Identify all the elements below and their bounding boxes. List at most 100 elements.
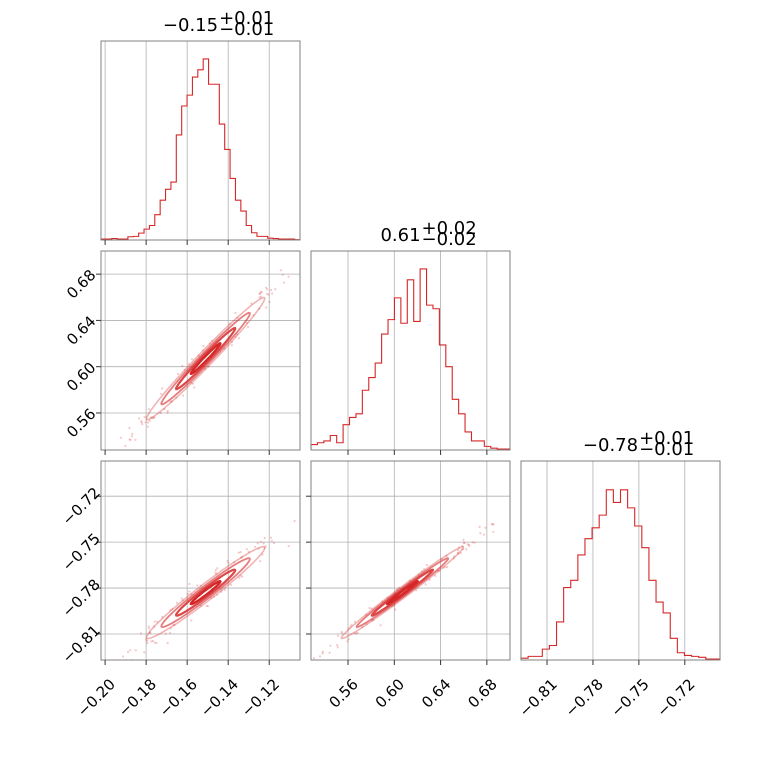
x-tick-label: −0.72 <box>653 675 698 720</box>
scatter-point <box>148 631 152 634</box>
scatter-point <box>347 638 350 641</box>
scatter-point <box>479 532 482 535</box>
scatter-point <box>161 387 164 390</box>
scatter-point <box>147 625 150 628</box>
scatter-point <box>190 619 193 622</box>
scatter-point <box>205 604 208 608</box>
scatter-point <box>340 630 343 633</box>
scatter-point <box>216 567 219 570</box>
scatter-point <box>163 407 166 411</box>
scatter-point <box>438 569 441 572</box>
scatter-point <box>164 632 167 635</box>
scatter-point <box>370 607 373 610</box>
scatter-point <box>293 519 296 523</box>
scatter-point <box>321 652 324 655</box>
scatter-point <box>457 549 460 552</box>
scatter-point <box>146 639 149 643</box>
title-plus-1: +0.02 <box>422 218 477 239</box>
scatter-point <box>353 620 356 624</box>
scatter-point <box>169 400 172 404</box>
title-plus-2: +0.01 <box>639 428 694 449</box>
scatter-point <box>76 481 78 483</box>
scatter-point <box>471 541 474 544</box>
scatter-point <box>355 632 358 635</box>
scatter-point <box>169 627 172 630</box>
grid-1-1 <box>347 251 488 450</box>
scatter-point <box>257 547 260 550</box>
scatter-point <box>210 339 214 342</box>
scatter-point <box>196 584 199 587</box>
scatter-point <box>212 595 216 599</box>
scatter-point <box>463 542 466 545</box>
scatter-point <box>141 423 144 426</box>
scatter-point <box>368 606 371 610</box>
scatter-point <box>274 288 277 291</box>
scatter-point <box>149 632 152 635</box>
scatter-point <box>329 644 332 647</box>
scatter-point <box>239 551 242 554</box>
scatter-point <box>396 588 399 591</box>
contour-line <box>340 546 465 640</box>
x-tick-label: −0.18 <box>115 675 160 720</box>
scatter-point <box>153 416 156 419</box>
y-tick-label: −0.78 <box>59 576 104 621</box>
scatter-point <box>522 499 524 501</box>
scatter-point <box>264 545 267 548</box>
scatter-point <box>166 642 169 645</box>
scatter-point <box>134 438 137 441</box>
scatter-point <box>468 544 471 547</box>
scatter-point <box>266 292 269 295</box>
title-minus-0: −0.01 <box>219 19 274 40</box>
scatter-point <box>437 570 440 573</box>
scatter-point <box>361 625 364 629</box>
scatter-point <box>270 539 274 542</box>
grid-2-1 <box>311 461 510 660</box>
scatter-point <box>482 533 485 536</box>
scatter-point <box>236 316 239 319</box>
panel-frame-1-0 <box>100 250 301 451</box>
title-minus-2: −0.01 <box>639 439 694 460</box>
scatter-point <box>214 571 217 574</box>
scatter-point <box>280 269 283 272</box>
scatter-point <box>341 632 344 635</box>
scatter-point <box>263 536 266 540</box>
scatter-point <box>214 569 217 572</box>
scatter-point <box>237 337 241 340</box>
scatter-point <box>190 358 194 361</box>
scatter-point <box>156 620 159 623</box>
scatter-point <box>336 644 339 647</box>
scatter-point <box>138 417 141 420</box>
scatter-point <box>457 546 460 549</box>
scatter-point <box>461 544 464 548</box>
scatter-point <box>336 646 339 649</box>
x-tick-label: −0.16 <box>156 675 201 720</box>
scatter-point <box>166 411 169 414</box>
scatter-point <box>230 344 233 347</box>
scatter-point <box>269 536 273 539</box>
panel-frame-0-0 <box>100 40 301 241</box>
scatter-point <box>241 555 244 558</box>
scatter-point <box>151 417 154 420</box>
scatter-point <box>129 649 132 652</box>
scatter-point <box>187 363 191 366</box>
y-tick-label: −0.72 <box>59 484 104 529</box>
contour-line <box>189 580 222 606</box>
x-tick-label: −0.78 <box>562 675 607 720</box>
scatter-point <box>152 625 155 628</box>
scatter-point <box>129 438 132 441</box>
scatter-point <box>442 566 445 569</box>
scatter-point <box>159 411 162 415</box>
scatter-point <box>350 623 353 626</box>
scatter-point <box>346 640 349 643</box>
scatter-point <box>188 582 191 586</box>
panel-frame-2-1 <box>310 460 511 661</box>
scatter-point <box>228 322 231 325</box>
scatter-point <box>466 543 469 546</box>
scatter-point <box>462 538 465 542</box>
scatter-point <box>181 599 184 602</box>
scatter-point <box>287 275 290 278</box>
scatter-point <box>148 419 151 422</box>
y-tick-label: −0.75 <box>59 530 104 575</box>
contour-line <box>160 557 251 629</box>
scatter-point <box>98 465 100 467</box>
